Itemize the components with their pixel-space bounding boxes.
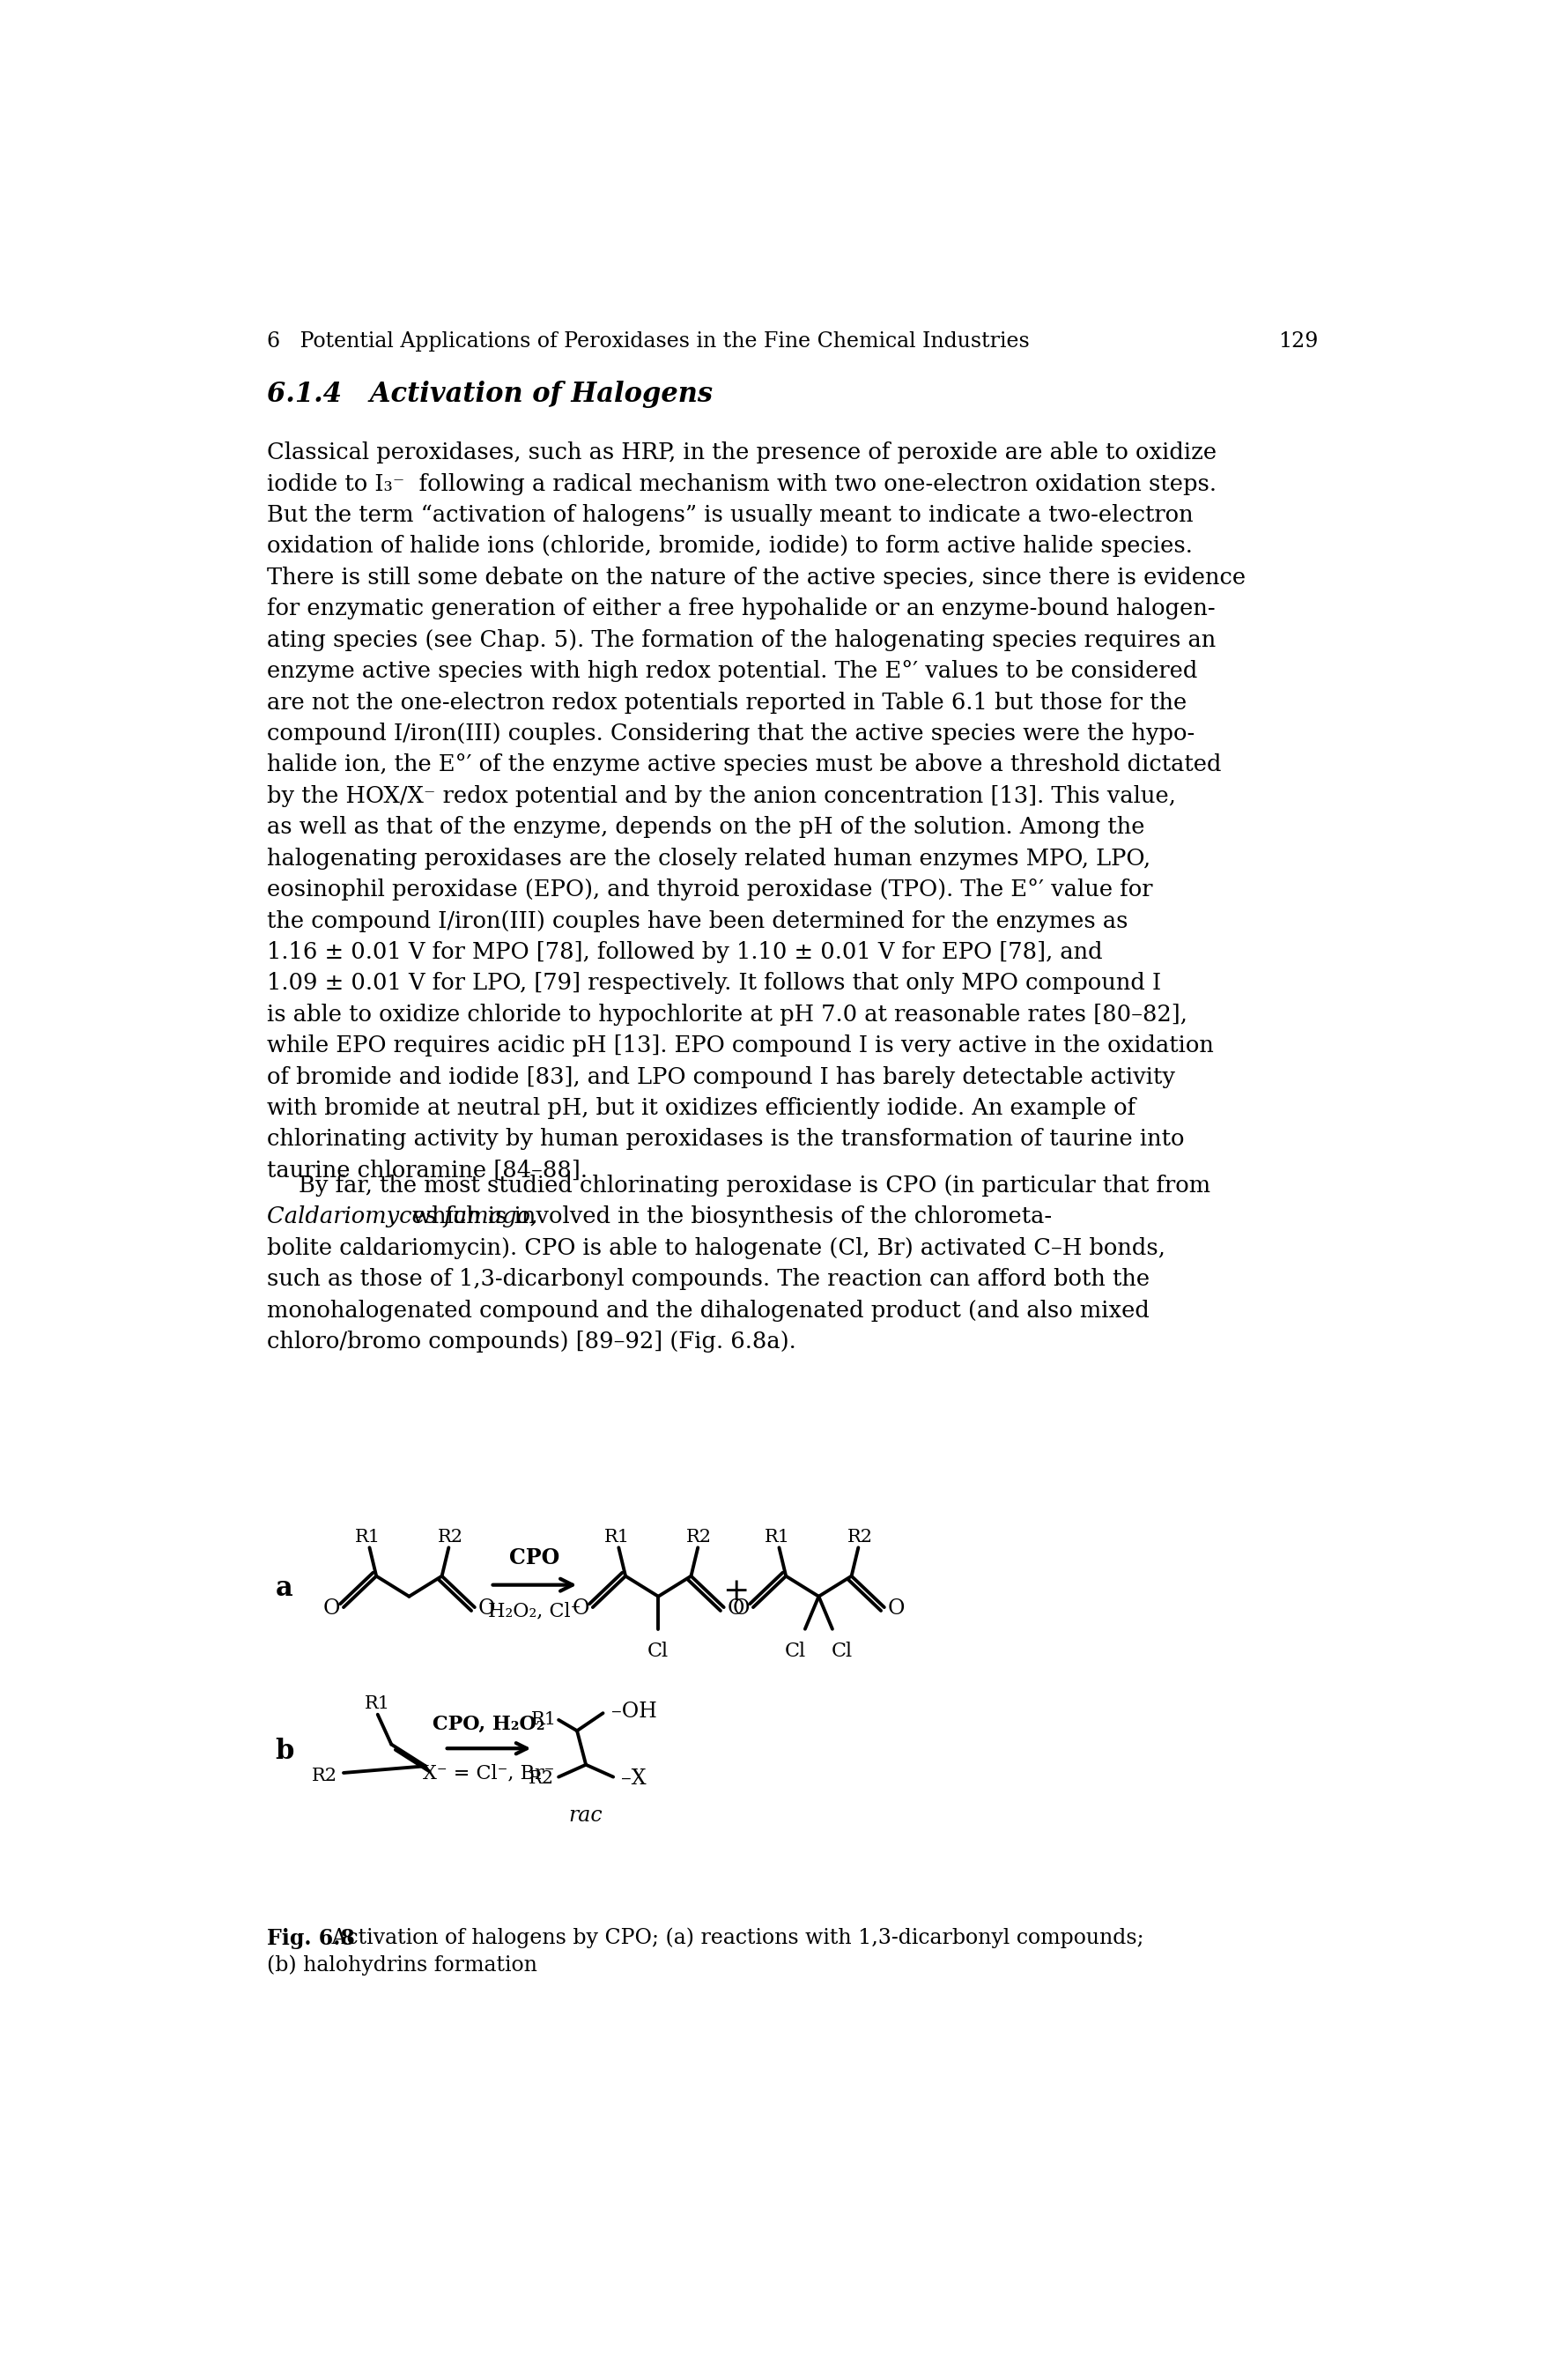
Text: Classical peroxidases, such as HRP, in the presence of peroxide are able to oxid: Classical peroxidases, such as HRP, in t… <box>267 443 1217 464</box>
Text: R1: R1 <box>604 1528 629 1545</box>
Text: of bromide and iodide [83], and LPO compound I has barely detectable activity: of bromide and iodide [83], and LPO comp… <box>267 1066 1175 1088</box>
Text: 6.1.4   Activation of Halogens: 6.1.4 Activation of Halogens <box>267 381 713 407</box>
Text: with bromide at neutral pH, but it oxidizes efficiently iodide. An example of: with bromide at neutral pH, but it oxidi… <box>267 1097 1135 1119</box>
Text: R1: R1 <box>530 1711 557 1728</box>
Text: compound I/iron(III) couples. Considering that the active species were the hypo-: compound I/iron(III) couples. Considerin… <box>267 724 1194 745</box>
Text: R2: R2 <box>527 1771 553 1787</box>
Text: R2: R2 <box>438 1528 462 1545</box>
Text: Cl: Cl <box>648 1642 668 1661</box>
Text: the compound I/iron(III) couples have been determined for the enzymes as: the compound I/iron(III) couples have be… <box>267 909 1127 933</box>
Text: halide ion, the E°′ of the enzyme active species must be above a threshold dicta: halide ion, the E°′ of the enzyme active… <box>267 754 1221 776</box>
Text: Cl: Cl <box>830 1642 852 1661</box>
Text: taurine chloramine [84–88].: taurine chloramine [84–88]. <box>267 1159 587 1180</box>
Text: bolite caldariomycin). CPO is able to halogenate (Cl, Br) activated C–H bonds,: bolite caldariomycin). CPO is able to ha… <box>267 1238 1164 1259</box>
Text: for enzymatic generation of either a free hypohalide or an enzyme-bound halogen-: for enzymatic generation of either a fre… <box>267 597 1215 619</box>
Text: O: O <box>727 1599 744 1618</box>
Text: O: O <box>887 1599 904 1618</box>
Text: b: b <box>275 1737 294 1766</box>
Text: is able to oxidize chloride to hypochlorite at pH 7.0 at reasonable rates [80–82: is able to oxidize chloride to hypochlor… <box>267 1004 1187 1026</box>
Text: CPO: CPO <box>509 1547 560 1568</box>
Text: –X: –X <box>621 1768 646 1787</box>
Text: R1: R1 <box>764 1528 790 1545</box>
Text: Fig. 6.8: Fig. 6.8 <box>267 1928 356 1949</box>
Text: R1: R1 <box>356 1528 380 1545</box>
Text: 1.16 ± 0.01 V for MPO [78], followed by 1.10 ± 0.01 V for EPO [78], and: 1.16 ± 0.01 V for MPO [78], followed by … <box>267 940 1102 964</box>
Text: monohalogenated compound and the dihalogenated product (and also mixed: monohalogenated compound and the dihalog… <box>267 1299 1149 1321</box>
Text: iodide to I₃⁻  following a radical mechanism with two one-electron oxidation ste: iodide to I₃⁻ following a radical mechan… <box>267 474 1217 495</box>
Text: are not the one-electron redox potentials reported in Table 6.1 but those for th: are not the one-electron redox potential… <box>267 690 1186 714</box>
Text: CPO, H₂O₂: CPO, H₂O₂ <box>433 1714 544 1733</box>
Text: 129: 129 <box>1277 331 1317 352</box>
Text: chlorinating activity by human peroxidases is the transformation of taurine into: chlorinating activity by human peroxidas… <box>267 1128 1184 1150</box>
Text: O: O <box>323 1599 340 1618</box>
Text: R1: R1 <box>365 1695 390 1711</box>
Text: Caldariomyces fumago,: Caldariomyces fumago, <box>267 1207 538 1228</box>
Text: X⁻ = Cl⁻, Br⁻: X⁻ = Cl⁻, Br⁻ <box>424 1764 555 1783</box>
Text: enzyme active species with high redox potential. The E°′ values to be considered: enzyme active species with high redox po… <box>267 659 1197 683</box>
Text: –OH: –OH <box>611 1702 657 1721</box>
Text: eosinophil peroxidase (EPO), and thyroid peroxidase (TPO). The E°′ value for: eosinophil peroxidase (EPO), and thyroid… <box>267 878 1152 900</box>
Text: But the term “activation of halogens” is usually meant to indicate a two-electro: But the term “activation of halogens” is… <box>267 505 1194 526</box>
Text: which is involved in the biosynthesis of the chlorometa-: which is involved in the biosynthesis of… <box>405 1207 1051 1228</box>
Text: a: a <box>275 1576 292 1602</box>
Text: +: + <box>722 1576 750 1607</box>
Text: O: O <box>731 1599 750 1618</box>
Text: such as those of 1,3-dicarbonyl compounds. The reaction can afford both the: such as those of 1,3-dicarbonyl compound… <box>267 1269 1149 1290</box>
Text: 6   Potential Applications of Peroxidases in the Fine Chemical Industries: 6 Potential Applications of Peroxidases … <box>267 331 1030 352</box>
Text: R2: R2 <box>846 1528 872 1545</box>
Text: R2: R2 <box>686 1528 711 1545</box>
Text: By far, the most studied chlorinating peroxidase is CPO (in particular that from: By far, the most studied chlorinating pe… <box>298 1173 1209 1197</box>
Text: O: O <box>478 1599 495 1618</box>
Text: R2: R2 <box>311 1768 337 1785</box>
Text: halogenating peroxidases are the closely related human enzymes MPO, LPO,: halogenating peroxidases are the closely… <box>267 847 1150 869</box>
Text: Cl: Cl <box>784 1642 805 1661</box>
Text: 1.09 ± 0.01 V for LPO, [79] respectively. It follows that only MPO compound I: 1.09 ± 0.01 V for LPO, [79] respectively… <box>267 973 1161 995</box>
Text: Activation of halogens by CPO; (a) reactions with 1,3-dicarbonyl compounds;: Activation of halogens by CPO; (a) react… <box>325 1928 1142 1949</box>
Text: ating species (see Chap. 5). The formation of the halogenating species requires : ating species (see Chap. 5). The formati… <box>267 628 1215 652</box>
Text: H₂O₂, Cl⁻: H₂O₂, Cl⁻ <box>489 1602 581 1621</box>
Text: chloro/bromo compounds) [89–92] (Fig. 6.8a).: chloro/bromo compounds) [89–92] (Fig. 6.… <box>267 1330 796 1352</box>
Text: oxidation of halide ions (chloride, bromide, iodide) to form active halide speci: oxidation of halide ions (chloride, brom… <box>267 536 1192 557</box>
Text: (b) halohydrins formation: (b) halohydrins formation <box>267 1954 536 1975</box>
Text: rac: rac <box>569 1806 603 1825</box>
Text: O: O <box>572 1599 589 1618</box>
Text: while EPO requires acidic pH [13]. EPO compound I is very active in the oxidatio: while EPO requires acidic pH [13]. EPO c… <box>267 1035 1214 1057</box>
Text: There is still some debate on the nature of the active species, since there is e: There is still some debate on the nature… <box>267 566 1245 588</box>
Text: as well as that of the enzyme, depends on the pH of the solution. Among the: as well as that of the enzyme, depends o… <box>267 816 1144 838</box>
Text: by the HOX/X⁻ redox potential and by the anion concentration [13]. This value,: by the HOX/X⁻ redox potential and by the… <box>267 785 1175 807</box>
